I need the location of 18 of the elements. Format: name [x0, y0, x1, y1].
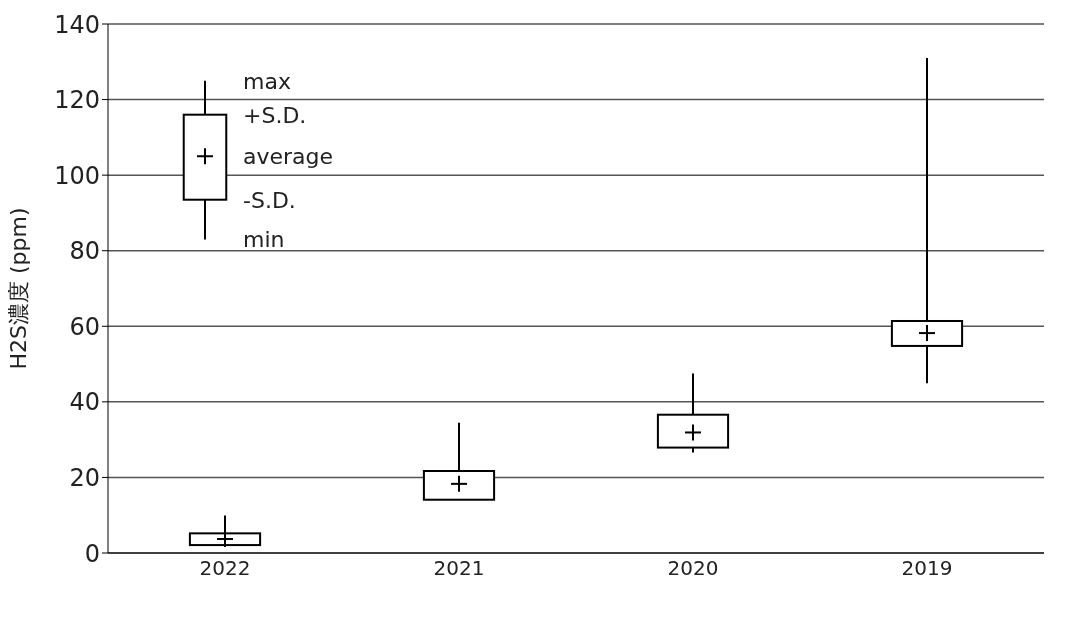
- x-tick-label: 2019: [901, 556, 953, 581]
- x-tick-label: 2020: [667, 556, 719, 581]
- y-tick-label: 60: [69, 312, 100, 341]
- y-tick-label: 0: [84, 539, 100, 568]
- annotation: min: [243, 227, 285, 253]
- y-tick-label: 140: [54, 10, 100, 39]
- y-tick-label: 100: [54, 161, 100, 190]
- y-tick-label: 120: [54, 86, 100, 115]
- y-axis-title: H2S濃度 (ppm): [5, 207, 31, 370]
- annotation: max: [243, 68, 291, 94]
- x-tick-label: 2022: [199, 556, 251, 581]
- annotation: +S.D.: [243, 102, 307, 128]
- y-tick-label: 40: [69, 388, 100, 417]
- y-tick-label: 80: [69, 237, 100, 266]
- x-tick-label: 2021: [433, 556, 485, 581]
- annotation: -S.D.: [243, 187, 296, 213]
- y-tick-label: 20: [69, 463, 100, 492]
- annotation: average: [243, 144, 334, 170]
